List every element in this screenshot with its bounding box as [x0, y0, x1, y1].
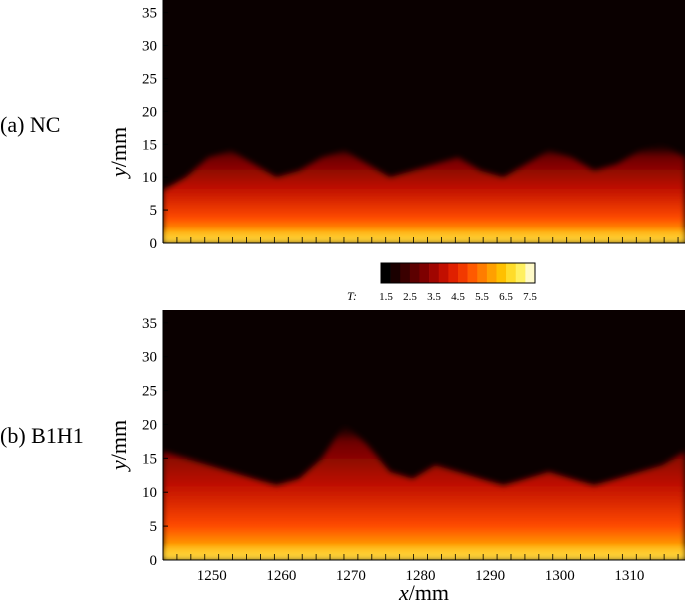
colorbar-tick-label: 6.5 [499, 291, 513, 303]
panel-b-y-tick-label: 25 [142, 384, 157, 400]
panel-b-x-axis-label: x/mm [398, 580, 449, 603]
panel-a-y-axis-label: y/mm [106, 127, 131, 179]
colorbar-tick-label: 3.5 [427, 291, 441, 303]
panel-a-flame-region [163, 144, 685, 243]
colorbar: T: 1.5 2.5 3.5 4.5 5.5 6.5 7.5 [347, 262, 537, 303]
colorbar-swatch [429, 263, 440, 283]
colorbar-tick-label: 1.5 [379, 291, 393, 303]
panel-b-y-tick-label: 15 [142, 451, 157, 467]
colorbar-swatch [525, 263, 536, 283]
colorbar-swatch [477, 263, 488, 283]
panel-b-x-tick-label: 1270 [336, 568, 366, 584]
panel-b: (b) B1H1 y/mm 0 5 10 15 20 25 30 35 1250 1260 127… [0, 310, 685, 603]
panel-a: (a) NC y/mm 0 5 10 15 20 25 30 35 [0, 0, 685, 252]
panel-b-x-tick-label: 1280 [406, 568, 436, 584]
panel-b-x-tick-label: 1250 [197, 568, 227, 584]
panel-a-y-axis: 0 5 10 15 20 25 30 35 [142, 0, 685, 252]
panel-a-y-tick-label: 5 [150, 203, 158, 219]
panel-b-y-tick-label: 10 [142, 485, 157, 501]
panel-b-label: (b) B1H1 [0, 423, 84, 448]
panel-a-y-tick-label: 20 [142, 104, 157, 120]
panel-b-x-tick-label: 1300 [545, 568, 575, 584]
panel-a-y-tick-label: 10 [142, 170, 157, 186]
panel-b-x-axis: 1250 1260 1270 1280 1290 1300 1310 [162, 554, 685, 584]
panel-b-x-tick-label: 1260 [266, 568, 296, 584]
colorbar-swatch [390, 263, 401, 283]
panel-a-y-tick-label: 35 [142, 6, 157, 22]
colorbar-swatch [458, 263, 468, 283]
colorbar-swatch [496, 263, 507, 283]
panel-b-y-tick-label: 35 [142, 316, 157, 332]
panel-a-y-tick-label: 0 [150, 236, 158, 252]
colorbar-swatch [486, 263, 497, 283]
panel-b-y-tick-label: 0 [150, 553, 158, 569]
panel-b-wall-layer [163, 546, 685, 560]
panel-b-y-axis: 0 5 10 15 20 25 30 35 [142, 310, 168, 569]
panel-a-label: (a) NC [0, 112, 60, 137]
colorbar-frame [380, 262, 536, 284]
colorbar-swatch [409, 263, 420, 283]
colorbar-tick-label: 7.5 [523, 291, 537, 303]
panel-b-y-tick-label: 5 [150, 519, 158, 535]
colorbar-swatch [506, 263, 517, 283]
colorbar-swatch [419, 263, 430, 283]
panel-a-flame-field [163, 144, 685, 243]
colorbar-swatch [467, 263, 478, 283]
panel-a-y-tick-label: 15 [142, 137, 157, 153]
panel-b-flame-region [163, 424, 685, 560]
colorbar-swatch [438, 263, 449, 283]
panel-b-y-axis-label: y/mm [106, 420, 131, 472]
colorbar-tick-label: 5.5 [475, 291, 489, 303]
panel-a-wall-layer [163, 229, 685, 243]
panel-a-y-tick-label: 30 [142, 39, 157, 55]
panel-b-y-tick-label: 20 [142, 417, 157, 433]
colorbar-tick-label: 4.5 [451, 291, 465, 303]
colorbar-swatch [448, 263, 459, 283]
colorbar-swatch [515, 263, 526, 283]
panel-b-y-tick-label: 30 [142, 350, 157, 366]
colorbar-tick-label: 2.5 [403, 291, 417, 303]
colorbar-swatch [400, 263, 411, 283]
colorbar-title: T: [347, 289, 357, 303]
panel-b-flame-field [163, 424, 685, 560]
panel-b-x-tick-label: 1310 [614, 568, 644, 584]
panel-a-y-tick-label: 25 [142, 71, 157, 87]
colorbar-swatch [381, 263, 391, 283]
panel-b-x-tick-label: 1290 [475, 568, 505, 584]
